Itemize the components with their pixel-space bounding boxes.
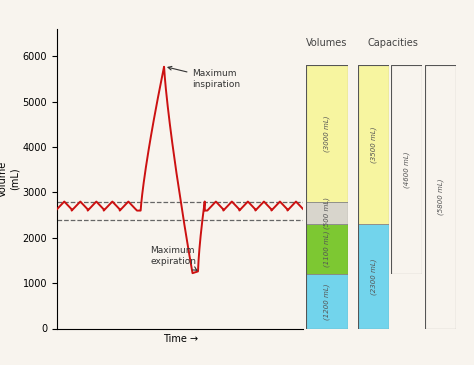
Text: Capacities: Capacities	[368, 38, 419, 48]
Text: (500 mL): (500 mL)	[324, 197, 330, 229]
Bar	[306, 201, 348, 224]
Text: (3000 mL): (3000 mL)	[324, 115, 330, 152]
Bar	[358, 224, 389, 328]
Bar	[306, 274, 348, 328]
Text: (2300 mL): (2300 mL)	[370, 258, 376, 295]
Text: (5800 mL): (5800 mL)	[438, 179, 444, 215]
Y-axis label: Volume
(mL): Volume (mL)	[0, 161, 20, 197]
Text: (1200 mL): (1200 mL)	[324, 283, 330, 319]
X-axis label: Time →: Time →	[163, 334, 198, 344]
Text: Maximum
inspiration: Maximum inspiration	[168, 66, 241, 89]
Text: Volumes: Volumes	[306, 38, 348, 48]
Bar	[358, 65, 389, 224]
Bar	[306, 224, 348, 274]
Text: (4600 mL): (4600 mL)	[403, 151, 410, 188]
Bar	[306, 65, 348, 201]
Text: Maximum
expiration: Maximum expiration	[151, 246, 197, 270]
Text: (1100 mL): (1100 mL)	[324, 231, 330, 268]
Text: (3500 mL): (3500 mL)	[370, 127, 376, 163]
